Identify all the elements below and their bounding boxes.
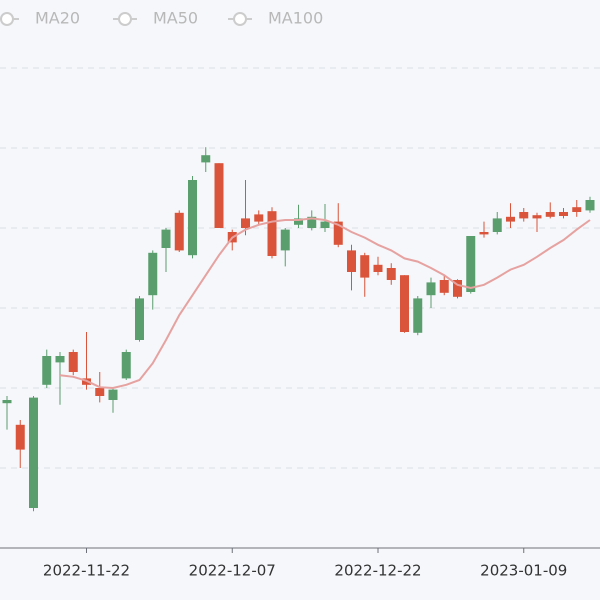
candle-body [360,255,370,278]
candle-body [413,298,423,333]
candle-body [585,200,595,211]
candle-body [2,400,12,404]
candle-body [545,212,555,217]
candle-body [559,212,568,216]
legend-label: MA50 [153,9,198,28]
candle-body [280,229,290,251]
candle-body [148,252,158,296]
x-tick-label: 2022-12-07 [189,562,276,580]
legend-icon-dot [0,12,14,26]
x-tick-label: 2023-01-09 [480,562,567,580]
candle-body [426,282,436,296]
candle-body [214,163,224,228]
candle-body [347,250,356,272]
candle-body [241,218,250,228]
candle-body [572,207,582,212]
candle-body [254,214,264,222]
candle-body [439,280,449,293]
ma-line [59,217,591,390]
candle-body [320,221,330,228]
candle-body [15,424,25,450]
legend-icon-dot [233,12,247,26]
legend-item[interactable]: MA50 [113,9,198,28]
x-tick-label: 2022-12-22 [334,562,421,580]
legend-item[interactable]: MA100 [228,9,323,28]
candle-body [492,218,502,232]
candle-body [466,236,476,292]
candle-body [294,218,303,225]
candle-body [135,298,144,340]
x-tick-label: 2022-11-22 [43,562,130,580]
candle-body [373,264,383,272]
candle-body [479,232,489,235]
legend-item[interactable]: MA20 [0,9,80,28]
candle-body [174,212,184,251]
candle-body [188,180,197,256]
candle-body [506,216,515,222]
candle-body [532,215,542,219]
legend-icon-dot [118,12,132,26]
candle-body [161,229,171,248]
candle-body [453,280,462,297]
legend-label: MA100 [268,9,323,28]
candle-body [519,212,529,219]
candle-body [267,211,277,256]
candle-body [201,155,211,163]
candle-body [386,268,396,280]
candle-body [68,352,78,372]
candle-body [108,389,118,400]
legend-label: MA20 [35,9,80,28]
candle-body [29,397,38,508]
candle-body [121,352,131,379]
candle-body [42,356,52,385]
candle-body [400,275,409,332]
candle-body [55,356,65,363]
candle-body [95,388,105,396]
candle-body [333,221,343,245]
candle-body [307,216,317,228]
